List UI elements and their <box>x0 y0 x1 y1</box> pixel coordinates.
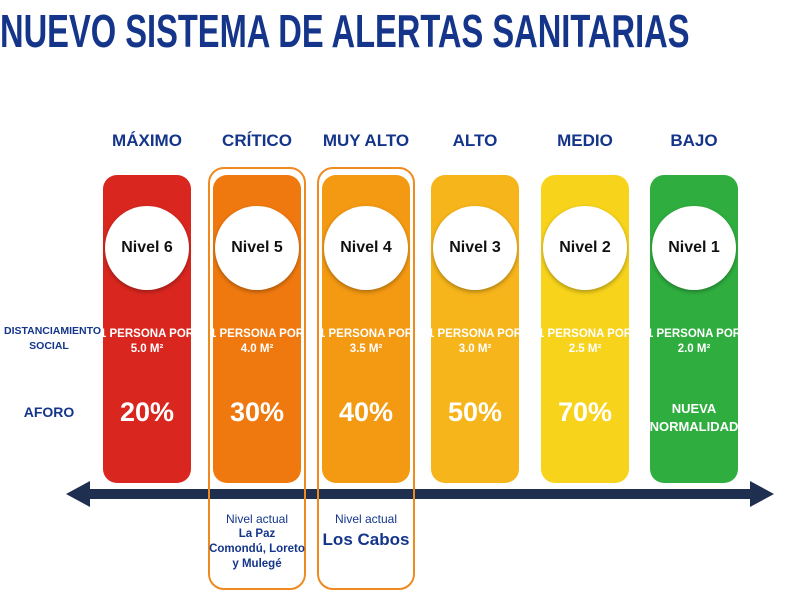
distancing-line: 1 PERSONA POR <box>318 328 414 340</box>
title: NUEVO SISTEMA DE ALERTAS SANITARIAS <box>0 5 690 57</box>
level-name: CRÍTICO <box>222 131 292 150</box>
level-badge: Nivel 1 <box>652 206 736 290</box>
capacity: 30% <box>229 397 285 427</box>
current-note: Nivel actual Los Cabos <box>316 512 416 553</box>
arrow-head <box>66 481 90 507</box>
place: Comondú, Loreto <box>209 543 305 555</box>
place: La Paz <box>238 528 276 540</box>
distancing-line: 5.0 M² <box>130 343 164 355</box>
place: Los Cabos <box>322 530 410 549</box>
distancing: 1 PERSONA POR 5.0 M² <box>97 327 197 357</box>
distancing-line: 1 PERSONA POR <box>537 328 633 340</box>
capacity: 40% <box>338 397 394 427</box>
distancing: 1 PERSONA POR 3.5 M² <box>316 327 416 357</box>
distancing-line: 1 PERSONA POR <box>99 328 195 340</box>
current-label: Nivel actual <box>334 512 398 526</box>
level-name: MEDIO <box>557 131 613 150</box>
place: y Mulegé <box>232 558 282 570</box>
level-name: ALTO <box>452 131 498 150</box>
level-badge: Nivel 2 <box>543 206 627 290</box>
distancing-line: 2.0 M² <box>677 343 711 355</box>
level-badge: Nivel 6 <box>105 206 189 290</box>
level-badge: Nivel 3 <box>433 206 517 290</box>
level-name: MÁXIMO <box>112 131 182 150</box>
row-label: AFORO <box>23 404 75 420</box>
capacity: 70% <box>557 397 613 427</box>
current-label: Nivel actual <box>225 512 289 526</box>
distancing: 1 PERSONA POR 2.5 M² <box>535 327 635 357</box>
distancing-line: 1 PERSONA POR <box>427 328 523 340</box>
distancing-line: 1 PERSONA POR <box>646 328 742 340</box>
distancing-line: 3.0 M² <box>458 343 492 355</box>
arrow-head <box>750 481 774 507</box>
current-note: Nivel actual La Paz Comondú, Loreto y Muleg… <box>207 512 307 572</box>
arrow-shaft <box>86 489 752 499</box>
level-name: MUY ALTO <box>322 131 410 150</box>
level-name: BAJO <box>670 131 718 150</box>
distancing-line: 1 PERSONA POR <box>209 328 305 340</box>
capacity: NUEVA NORMALIDAD <box>649 401 739 434</box>
level-badge: Nivel 5 <box>215 206 299 290</box>
distancing: 1 PERSONA POR 4.0 M² <box>207 327 307 357</box>
current-highlight <box>208 167 306 590</box>
capacity: 20% <box>119 397 175 427</box>
distancing-line: 2.5 M² <box>568 343 602 355</box>
row-label: DISTANCIAMIENTO SOCIAL <box>4 325 102 352</box>
current-highlight <box>317 167 415 590</box>
distancing-line: 4.0 M² <box>240 343 274 355</box>
distancing: 1 PERSONA POR 3.0 M² <box>425 327 525 357</box>
arrow <box>66 481 774 507</box>
level-badge: Nivel 4 <box>324 206 408 290</box>
capacity: 50% <box>447 397 503 427</box>
distancing-line: 3.5 M² <box>349 343 383 355</box>
distancing: 1 PERSONA POR 2.0 M² <box>644 327 744 357</box>
